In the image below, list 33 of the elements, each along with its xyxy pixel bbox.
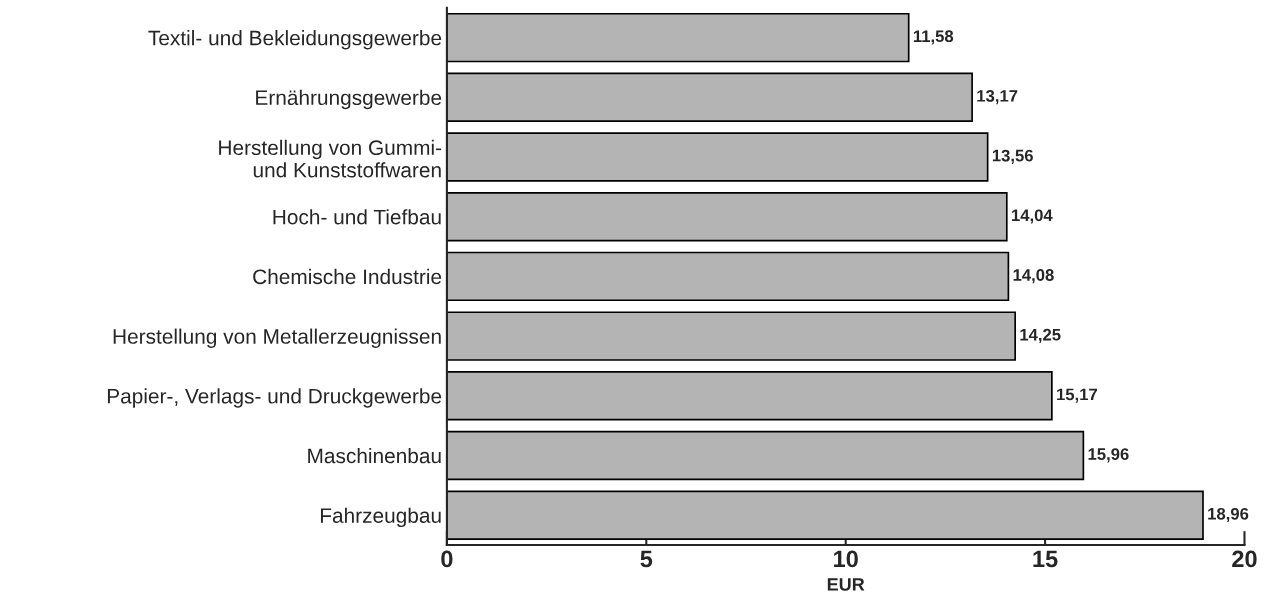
y-tick-label: Ernährungsgewerbe bbox=[256, 89, 442, 110]
bar bbox=[446, 72, 973, 123]
bar bbox=[446, 132, 989, 182]
data-label: 15,96 bbox=[1088, 448, 1129, 463]
y-tick-label: Fahrzeugbau bbox=[320, 507, 441, 528]
data-label: 14,04 bbox=[1012, 209, 1053, 224]
bar bbox=[446, 490, 1204, 540]
bar bbox=[446, 371, 1053, 421]
bar bbox=[446, 12, 910, 63]
data-label: 15,17 bbox=[1057, 388, 1097, 403]
data-label: 18,96 bbox=[1208, 507, 1249, 523]
y-tick-label: Chemische Industrie bbox=[253, 268, 442, 285]
y-tick-label: Herstellung von Gummi- und Kunststoffwaren bbox=[219, 139, 442, 178]
x-tick-label: 15 bbox=[1033, 550, 1058, 568]
data-label: 13,56 bbox=[992, 149, 1033, 164]
y-tick-label: Herstellung von Metallerzeugnissen bbox=[113, 328, 441, 348]
y-tick-label: Textil- und Bekleidungsgewerbe bbox=[148, 30, 442, 50]
y-tick-label: Maschinenbau bbox=[308, 447, 441, 464]
data-label: 11,58 bbox=[913, 30, 954, 45]
y-tick-label: Papier-, Verlags- und Druckgewerbe bbox=[107, 388, 442, 408]
x-tick-label: 20 bbox=[1232, 550, 1257, 568]
bar bbox=[446, 311, 1017, 361]
bar bbox=[446, 251, 1010, 302]
y-tick-label: Hoch- und Tiefbau bbox=[273, 209, 441, 225]
x-axis-title: EUR bbox=[827, 578, 865, 591]
bar bbox=[446, 191, 1008, 242]
x-tick-label: 0 bbox=[441, 550, 453, 568]
bar bbox=[446, 430, 1085, 481]
data-label: 14,08 bbox=[1013, 269, 1054, 284]
x-tick-label: 10 bbox=[834, 550, 858, 568]
data-label: 14,25 bbox=[1020, 328, 1061, 343]
data-label: 13,17 bbox=[977, 89, 1018, 105]
x-tick-label: 5 bbox=[640, 550, 653, 568]
